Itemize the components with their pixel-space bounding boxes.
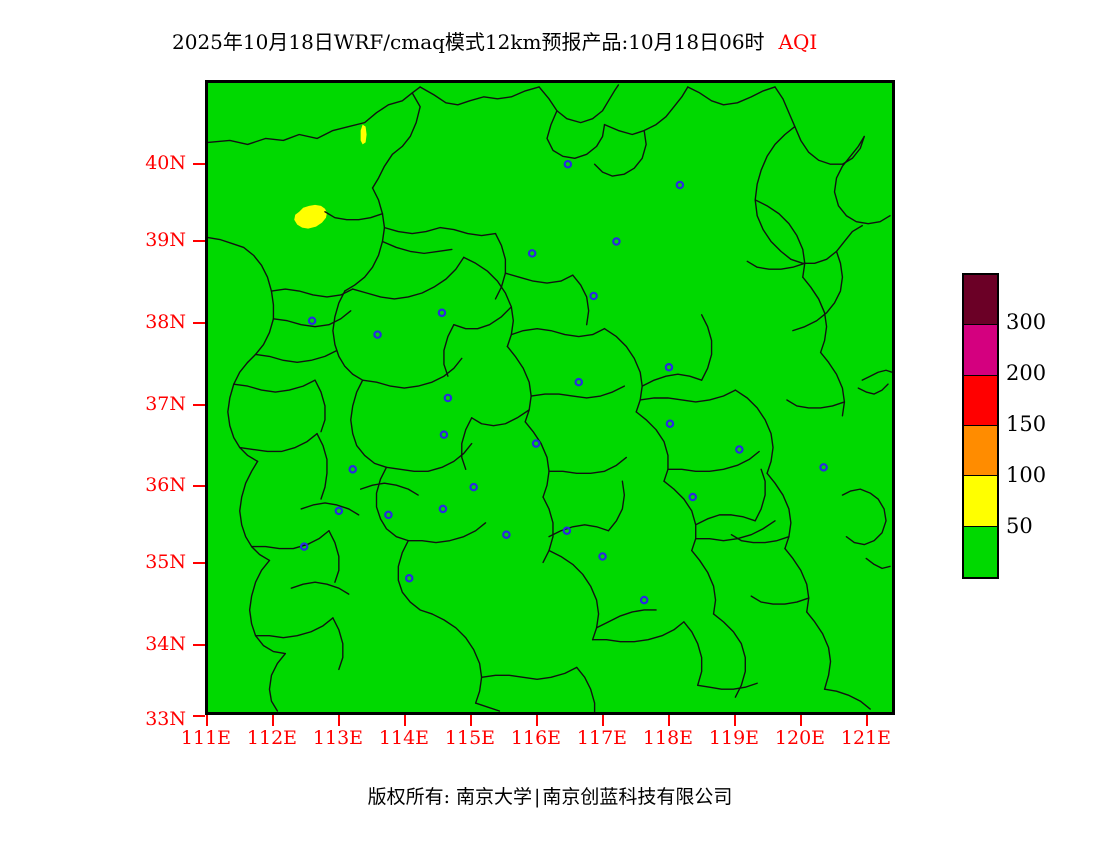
y-tick-mark xyxy=(193,485,205,487)
y-tick-mark xyxy=(193,163,205,165)
x-tick-label-111e: 111E xyxy=(180,727,232,749)
y-tick-mark xyxy=(193,322,205,324)
x-tick-mark xyxy=(800,715,802,726)
colorbar-tick-200: 200 xyxy=(1006,361,1047,385)
y-tick-label-34n: 34N xyxy=(145,633,186,655)
y-tick-label-36n: 36N xyxy=(145,474,186,496)
colorbar-band-moderate xyxy=(964,375,997,426)
y-tick-label-35n: 35N xyxy=(145,551,186,573)
x-tick-mark xyxy=(404,715,406,726)
chart-title: 2025年10月18日WRF/cmaq模式12km预报产品:10月18日06时 A… xyxy=(0,26,1100,55)
colorbar-tick-300: 300 xyxy=(1006,310,1047,334)
colorbar-tick-100: 100 xyxy=(1006,463,1047,487)
x-tick-label-117e: 117E xyxy=(576,727,628,749)
x-tick-mark xyxy=(272,715,274,726)
y-tick-label-33n: 33N xyxy=(145,708,186,730)
x-tick-mark xyxy=(734,715,736,726)
x-tick-label-114e: 114E xyxy=(378,727,430,749)
colorbar-band-severe xyxy=(964,275,997,326)
colorbar-tick-150: 150 xyxy=(1006,412,1047,436)
colorbar-band-good xyxy=(964,476,997,527)
x-tick-mark xyxy=(470,715,472,726)
station-markers xyxy=(299,159,828,605)
y-tick-label-40n: 40N xyxy=(145,152,186,174)
y-tick-label-38n: 38N xyxy=(145,311,186,333)
copyright-footer: 版权所有: 南京大学 | 南京创蓝科技有限公司 xyxy=(0,782,1100,809)
x-tick-mark xyxy=(602,715,604,726)
y-tick-label-39n: 39N xyxy=(145,229,186,251)
y-tick-label-37n: 37N xyxy=(145,393,186,415)
x-tick-label-120e: 120E xyxy=(774,727,826,749)
x-tick-mark xyxy=(536,715,538,726)
map-plot-area[interactable] xyxy=(205,80,895,715)
x-tick-mark xyxy=(206,715,208,726)
map-svg xyxy=(208,83,892,712)
x-tick-mark xyxy=(866,715,868,726)
aqi-colorbar[interactable] xyxy=(962,273,999,579)
administrative-boundaries xyxy=(208,84,892,712)
x-tick-label-115e: 115E xyxy=(444,727,496,749)
y-tick-mark xyxy=(193,715,205,717)
y-tick-mark xyxy=(193,404,205,406)
y-tick-mark xyxy=(193,644,205,646)
aqi-band-good-patch xyxy=(294,124,367,229)
colorbar-band-heavy xyxy=(964,325,997,376)
x-tick-label-113e: 113E xyxy=(312,727,364,749)
colorbar-band-light xyxy=(964,425,997,477)
colorbar-tick-50: 50 xyxy=(1006,514,1033,538)
copyright-company: 南京创蓝科技有限公司 xyxy=(542,786,733,808)
colorbar-band-excellent xyxy=(964,526,997,577)
x-tick-label-118e: 118E xyxy=(642,727,694,749)
x-tick-mark xyxy=(338,715,340,726)
title-text: 2025年10月18日WRF/cmaq模式12km预报产品:10月18日06时 xyxy=(172,30,765,54)
aqi-band-excellent-fill xyxy=(208,83,892,712)
x-tick-mark xyxy=(668,715,670,726)
footer-separator: | xyxy=(534,786,541,808)
copyright-owner: 版权所有: 南京大学 xyxy=(367,786,533,808)
title-variable: AQI xyxy=(778,30,818,54)
x-tick-label-116e: 116E xyxy=(510,727,562,749)
y-tick-mark xyxy=(193,240,205,242)
y-tick-mark xyxy=(193,562,205,564)
x-tick-label-112e: 112E xyxy=(246,727,298,749)
x-tick-label-119e: 119E xyxy=(708,727,760,749)
x-tick-label-121e: 121E xyxy=(840,727,892,749)
